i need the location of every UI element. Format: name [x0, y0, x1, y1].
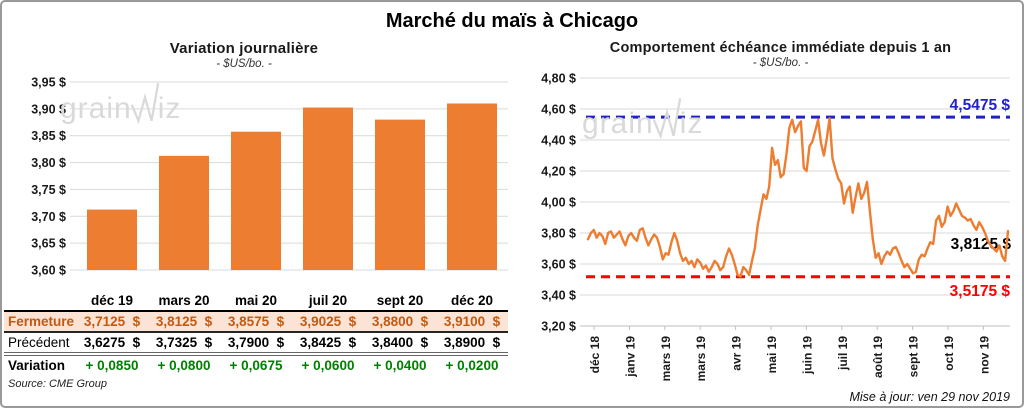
x-tick-label: août 19	[871, 336, 885, 378]
x-tick-label: juin 19	[800, 336, 814, 375]
table-column-header: sept 20	[364, 291, 436, 312]
y-tick-label: 3,65 $	[31, 237, 66, 251]
table-row-variation: Variation + 0,0850 + 0,0800 + 0,0675 + 0,060…	[4, 354, 508, 375]
table-cell: 3,7325 $	[155, 335, 213, 350]
y-tick-label: 4,00 $	[541, 196, 576, 210]
daily-variation-panel: Variation journalière - $US/bo. - grain …	[4, 40, 512, 406]
table-cell: 3,8125 $	[155, 314, 213, 329]
bar	[447, 103, 497, 270]
front-month-line-chart: 4,80 $ 4,60 $ 4,40 $ 4,20 $ 4,00 $ 3,80 $ 3,60…	[541, 72, 1012, 382]
x-tick-label: mars 19	[659, 336, 673, 382]
y-tick-label: 4,80 $	[541, 73, 576, 86]
y-tick-label: 3,80 $	[541, 227, 576, 241]
source-note: Source: CME Group	[8, 378, 108, 390]
table-cell: 3,7900 $	[227, 335, 285, 350]
futures-price-table: déc 19 mars 20 mai 20 juil 20 sept 20 déc 20 …	[4, 291, 508, 375]
table-cell: 3,9025 $	[299, 314, 357, 329]
update-note: Mise à jour: ven 29 nov 2019	[849, 390, 1010, 404]
y-tick-label: 3,60 $	[31, 264, 66, 278]
x-tick-label: janv 19	[623, 336, 637, 378]
line-chart-title: Comportement échéance immédiate depuis 1…	[609, 40, 952, 56]
x-tick-label: juil 19	[836, 336, 850, 371]
table-cell: 3,8900 $	[443, 335, 501, 350]
y-tick-label: 3,40 $	[541, 289, 576, 303]
table-column-header: déc 19	[76, 291, 148, 312]
y-tick-label: 3,60 $	[541, 258, 576, 272]
page-title: Marché du maïs à Chicago	[385, 10, 639, 32]
x-tick-label: mai 19	[765, 336, 779, 374]
table-column-header: mars 20	[148, 291, 220, 312]
bar-chart-title: Variation journalière	[169, 40, 319, 57]
table-column-header: juil 20	[292, 291, 364, 312]
y-tick-label: 3,95 $	[31, 76, 66, 90]
table-cell: 3,8400 $	[371, 335, 429, 350]
x-tick-label: oct 19	[942, 336, 956, 371]
table-cell: 3,7125 $	[83, 314, 141, 329]
y-tick-label: 3,80 $	[31, 156, 66, 170]
table-cell: + 0,0800	[157, 358, 211, 373]
bar	[231, 131, 281, 270]
last-value-label: 3,8125 $	[951, 236, 1012, 253]
table-cell: 3,8425 $	[299, 335, 357, 350]
table-row-precedent: Précédent 3,6275 $ 3,7325 $ 3,7900 $ 3,8425 …	[4, 332, 508, 354]
bar	[159, 155, 209, 270]
x-tick-label: nov 19	[977, 336, 991, 374]
min-value-label: 3,5175 $	[950, 283, 1011, 300]
bar-chart-subtitle: - $US/bo. -	[216, 58, 272, 70]
y-tick-label: 3,20 $	[541, 320, 576, 334]
y-tick-label: 4,40 $	[541, 134, 576, 148]
row-label: Précédent	[8, 335, 70, 350]
row-label: Fermeture	[8, 314, 75, 329]
bar-chart-area: grain iz 3,95 $3,90 $3,85 $3,80 $3,75 $3…	[4, 74, 512, 289]
table-cell: + 0,0400	[373, 358, 427, 373]
table-cell: 3,9100 $	[443, 314, 501, 329]
table-column-header: mai 20	[220, 291, 292, 312]
price-line	[586, 117, 1010, 278]
front-month-panel: Comportement échéance immédiate depuis 1…	[514, 40, 1022, 406]
table-column-header: déc 20	[436, 291, 508, 312]
line-chart-subtitle: - $US/bo. -	[752, 57, 809, 69]
y-tick-label: 3,90 $	[31, 102, 66, 116]
y-tick-label: 3,75 $	[31, 183, 66, 197]
table-cell: + 0,0850	[85, 358, 139, 373]
x-tick-label: mars 19	[694, 336, 708, 382]
bar	[303, 107, 353, 270]
table-cell: 3,6275 $	[83, 335, 141, 350]
table-row-fermeture: Fermeture 3,7125 $ 3,8125 $ 3,8575 $ 3,9025 …	[4, 311, 508, 332]
table-cell: 3,8575 $	[227, 314, 285, 329]
table-header-row: déc 19 mars 20 mai 20 juil 20 sept 20 déc 20	[4, 291, 508, 312]
line-chart-area: grain iz 4,80 $4,60 $4,40 $4,20 $4,00 $3…	[514, 72, 1022, 390]
y-tick-label: 4,20 $	[541, 165, 576, 179]
y-tick-label: 3,85 $	[31, 129, 66, 143]
y-tick-label: 4,60 $	[541, 103, 576, 117]
x-tick-label: avr 19	[730, 336, 744, 371]
bar	[375, 119, 425, 270]
y-tick-label: 3,70 $	[31, 210, 66, 224]
table-corner-cell	[4, 291, 76, 312]
max-value-label: 4,5475 $	[950, 97, 1011, 114]
table-cell: + 0,0600	[301, 358, 355, 373]
table-cell: 3,8800 $	[371, 314, 429, 329]
x-tick-label: sept 19	[907, 336, 921, 378]
table-cell: + 0,0200	[445, 358, 499, 373]
table-cell: + 0,0675	[229, 358, 283, 373]
row-label: Variation	[8, 358, 66, 373]
x-tick-label: déc 18	[588, 336, 602, 374]
bar	[87, 209, 137, 270]
daily-variation-bar-chart: 3,95 $ 3,90 $ 3,85 $ 3,80 $ 3,75 $ 3,70 $ 3,65…	[31, 76, 508, 278]
